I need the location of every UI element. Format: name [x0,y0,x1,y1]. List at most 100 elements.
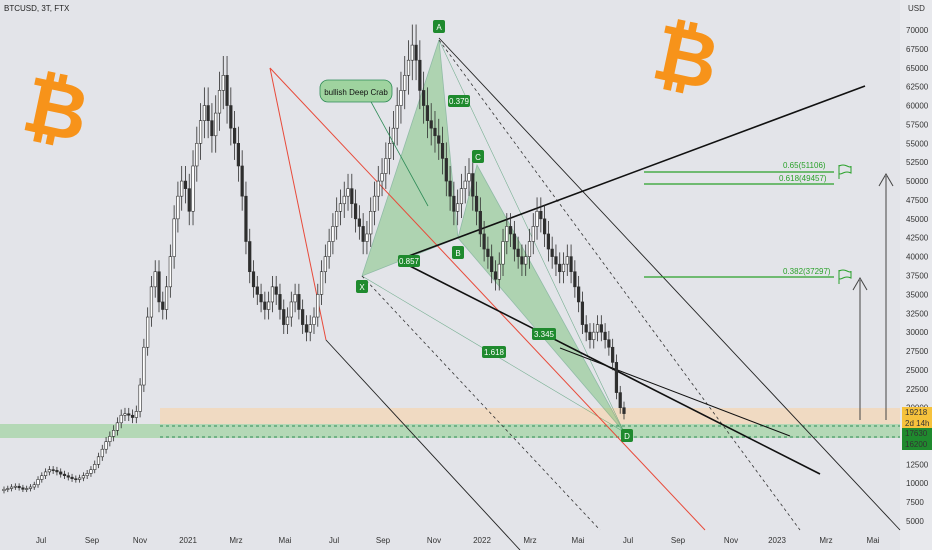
candle [278,294,282,310]
candle [161,301,165,310]
candle [335,210,339,227]
candle [81,475,85,479]
flag-icon [838,269,852,284]
candle [546,233,550,250]
candle [301,309,305,325]
candle [89,469,93,474]
x-tick-label: Sep [671,536,686,545]
candle [493,271,498,280]
y-tick-label: 35000 [906,290,929,299]
candle [157,271,161,303]
candle [251,271,256,288]
candle [47,469,51,473]
point-label-b: B [452,246,464,259]
candle [554,256,558,265]
candle [176,195,180,220]
y-tick-label: 7500 [906,498,924,507]
y-tick-label: 32500 [906,309,929,318]
ratio-label-0379: 0.379 [448,95,470,107]
svg-text:C: C [475,153,481,162]
candle [520,256,524,265]
candle [104,441,108,450]
time-axis[interactable]: Jul Sep Nov 2021 Mrz Mai Jul Sep Nov 2022 Mrz Mai Ju… [36,536,880,545]
channel-dashed-1 [361,275,601,531]
candle [482,233,486,250]
candle [327,241,331,257]
candle [100,448,104,458]
candle [508,226,513,235]
candle [577,286,581,303]
y-tick-label: 10000 [906,479,929,488]
candle [240,165,244,197]
candle [376,180,380,197]
candle [74,478,78,480]
candle [369,210,373,235]
candle [388,143,392,159]
y-tick-label: 27500 [906,347,929,356]
candle [119,414,123,424]
candle [448,180,452,197]
candle [233,127,237,144]
candle [93,464,97,470]
candle [607,339,611,348]
candle [282,309,286,325]
candle [361,226,365,242]
candle [236,143,240,167]
candle [255,286,259,295]
candle [486,248,490,257]
candle [134,411,138,418]
candle [115,422,120,431]
candle [59,471,63,475]
candle [323,256,327,273]
price-axis-background [900,0,932,550]
svg-text:B: B [455,249,460,258]
candle [580,301,585,325]
candle [187,188,191,212]
candle [202,105,206,121]
candle [263,301,267,310]
symbol-label[interactable]: BTCUSD, 3T, FTX [4,4,70,13]
candle [142,346,146,386]
candle [452,195,456,212]
candle [198,120,203,144]
point-label-x: X [356,280,368,293]
candle [85,473,89,476]
candle [214,112,218,137]
y-tick-label: 47500 [906,196,929,205]
candle [342,195,346,205]
candle [164,286,169,310]
candle [516,248,520,257]
price-axis[interactable]: 70000 67500 65000 62500 60000 57500 55000 52500… [906,26,929,526]
candle [440,143,445,159]
candle [285,316,290,325]
arrow-up-icon [852,277,868,420]
candle [611,346,615,363]
candle [403,75,407,91]
candle [43,471,48,476]
candle [425,105,430,121]
x-tick-label: Sep [85,536,100,545]
candle [350,188,354,205]
candle [603,331,607,341]
candle [414,44,418,61]
point-label-c: C [472,150,484,163]
candle [308,324,312,333]
support-price-tag-2: 16200 [902,439,932,450]
x-tick-label: 2021 [179,536,197,545]
candle [418,59,422,91]
candle [70,476,74,479]
pattern-callout: bullish Deep Crab [319,79,429,207]
candle [422,90,426,106]
candle [153,271,157,288]
candle [524,256,528,265]
candle [558,263,562,273]
candle [180,180,184,197]
candle [244,195,248,242]
candle [248,241,252,273]
channel-lower [325,339,521,550]
y-tick-label: 60000 [906,102,929,111]
candle [40,475,44,480]
x-tick-label: Mai [867,536,880,545]
